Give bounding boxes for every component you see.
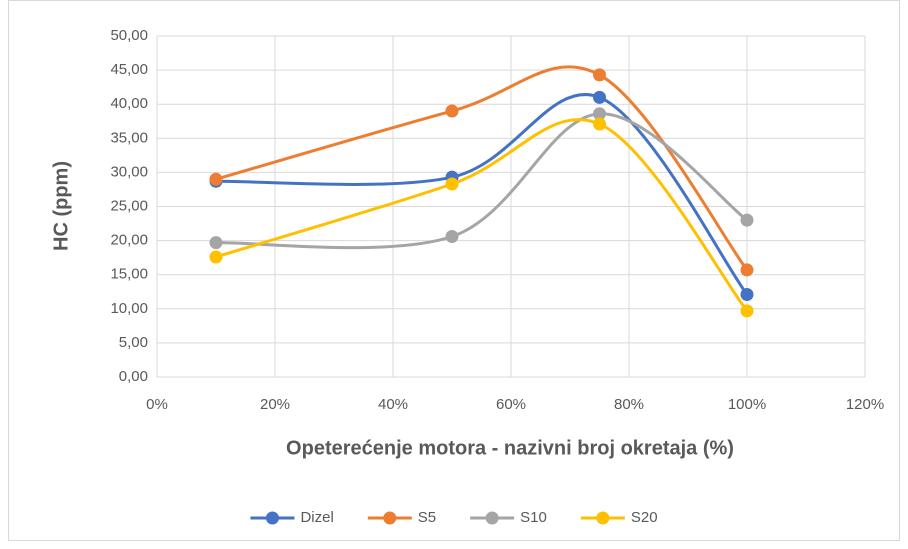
data-point bbox=[593, 68, 606, 82]
legend-marker bbox=[265, 511, 279, 525]
data-point bbox=[593, 90, 606, 104]
legend-item: S10 bbox=[470, 509, 547, 526]
y-tick-label: 25,00 bbox=[110, 197, 148, 214]
x-tick-label: 0% bbox=[146, 396, 168, 413]
legend-label: S5 bbox=[418, 509, 436, 526]
data-point bbox=[740, 304, 754, 318]
chart-border bbox=[8, 0, 900, 541]
y-tick-label: 35,00 bbox=[110, 129, 148, 146]
y-axis-title: HC (ppm) bbox=[50, 161, 72, 251]
legend-label: Dizel bbox=[300, 509, 333, 526]
series-line bbox=[215, 117, 749, 312]
x-axis-title: Opeterećenje motora - nazivni broj okret… bbox=[286, 437, 734, 459]
data-point bbox=[445, 177, 459, 191]
data-point bbox=[740, 263, 754, 277]
legend-marker bbox=[383, 511, 397, 525]
data-point bbox=[445, 104, 459, 118]
y-tick-label: 45,00 bbox=[110, 61, 148, 78]
series-line bbox=[215, 112, 748, 250]
x-tick-label: 120% bbox=[846, 396, 884, 413]
data-point bbox=[593, 117, 606, 131]
x-tick-label: 60% bbox=[496, 396, 526, 413]
y-tick-label: 15,00 bbox=[110, 266, 148, 283]
data-point bbox=[209, 250, 223, 264]
legend-label: S20 bbox=[631, 509, 658, 526]
legend-marker bbox=[485, 511, 499, 525]
legend-marker bbox=[596, 511, 610, 525]
y-tick-label: 50,00 bbox=[110, 27, 148, 44]
data-point bbox=[740, 213, 754, 227]
y-tick-label: 10,00 bbox=[110, 300, 148, 317]
y-tick-label: 40,00 bbox=[110, 95, 148, 112]
legend-item: S20 bbox=[580, 509, 658, 526]
legend-item: S5 bbox=[367, 509, 436, 526]
x-tick-label: 20% bbox=[260, 396, 290, 413]
data-point bbox=[209, 172, 223, 186]
data-point bbox=[445, 230, 459, 244]
y-tick-label: 0,00 bbox=[119, 368, 148, 385]
data-point bbox=[209, 236, 223, 250]
y-tick-label: 30,00 bbox=[110, 163, 148, 180]
data-point bbox=[740, 287, 754, 301]
y-tick-label: 20,00 bbox=[110, 232, 148, 249]
y-tick-label: 5,00 bbox=[119, 334, 148, 351]
x-tick-label: 80% bbox=[614, 396, 644, 413]
x-tick-label: 40% bbox=[378, 396, 408, 413]
series-line bbox=[215, 93, 749, 296]
series-line bbox=[215, 65, 749, 271]
data-point bbox=[593, 107, 606, 121]
x-tick-label: 100% bbox=[728, 396, 766, 413]
legend-item: Dizel bbox=[250, 509, 334, 526]
legend-label: S10 bbox=[520, 509, 547, 526]
